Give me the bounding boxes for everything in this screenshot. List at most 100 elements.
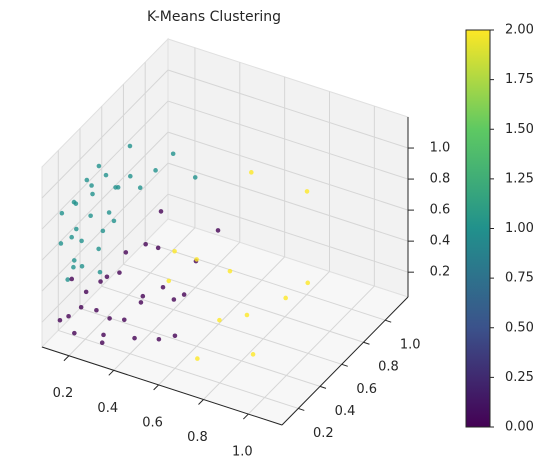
point — [107, 316, 112, 321]
point — [170, 151, 176, 157]
point — [123, 250, 129, 255]
point — [172, 248, 177, 254]
x-tick-label: 1.0 — [232, 445, 253, 460]
point — [71, 258, 77, 263]
point — [153, 168, 158, 173]
point — [158, 209, 164, 214]
point — [83, 289, 89, 295]
point — [79, 264, 85, 269]
grid-line — [79, 307, 321, 387]
point — [171, 297, 177, 302]
tick-mark — [108, 369, 115, 376]
grid-line — [167, 100, 409, 180]
tick-mark — [385, 319, 392, 323]
grid-line — [123, 263, 364, 343]
point — [71, 264, 76, 270]
grid-line — [203, 271, 330, 400]
point — [117, 270, 122, 275]
y-tick-label: 0.2 — [313, 426, 334, 441]
grid-line — [167, 69, 409, 149]
point — [244, 312, 250, 318]
point — [65, 277, 70, 282]
point — [101, 332, 106, 338]
point — [166, 278, 172, 284]
point — [227, 268, 233, 274]
point — [113, 185, 118, 190]
point — [97, 269, 103, 275]
z-tick-label: 0.8 — [430, 172, 451, 187]
point — [66, 313, 71, 319]
point — [283, 295, 288, 301]
point — [104, 274, 110, 280]
point — [195, 356, 200, 361]
point — [137, 185, 143, 190]
grid-line — [247, 285, 375, 415]
point — [69, 234, 74, 240]
point — [128, 173, 133, 179]
z-tick-label: 0.6 — [430, 203, 451, 218]
point — [215, 228, 221, 233]
y-axis — [281, 296, 409, 426]
x-tick-label: 0.2 — [53, 386, 74, 401]
point — [217, 317, 222, 323]
point — [106, 210, 112, 215]
point — [59, 210, 65, 216]
colorbar-tick-label: 0.25 — [505, 370, 534, 385]
point — [249, 170, 254, 175]
colorbar-tick-label: 0.50 — [505, 320, 534, 335]
point — [103, 172, 109, 178]
z-tick-label: 0.2 — [430, 265, 451, 280]
grid-line — [113, 241, 241, 371]
point — [99, 340, 105, 345]
point — [127, 143, 133, 149]
point — [181, 292, 187, 297]
colorbar-tick-label: 1.75 — [505, 72, 534, 87]
grid-line — [41, 193, 169, 323]
point — [58, 241, 64, 246]
grid-line — [167, 193, 409, 273]
grid-line — [41, 69, 169, 199]
tick-mark — [63, 355, 70, 362]
tick-mark — [298, 407, 305, 411]
tick-mark — [153, 384, 159, 391]
x-tick-label: 0.6 — [142, 415, 163, 430]
y-tick-label: 0.6 — [356, 382, 377, 397]
tick-mark — [341, 363, 348, 367]
tick-mark — [198, 399, 204, 405]
point — [74, 226, 79, 232]
grid-line — [167, 162, 409, 242]
colorbar-tick-label: 2.00 — [505, 23, 534, 38]
point — [94, 307, 99, 313]
point — [57, 317, 63, 323]
grid-line — [101, 285, 342, 365]
grid-line — [145, 241, 386, 321]
grid-line — [41, 131, 169, 261]
point — [140, 293, 146, 299]
point — [192, 175, 198, 180]
point — [78, 304, 84, 310]
colorbar — [465, 29, 491, 428]
point — [132, 335, 137, 341]
tick-mark — [363, 341, 370, 345]
tick-mark — [243, 413, 249, 420]
point — [96, 246, 101, 252]
point — [90, 191, 95, 197]
colorbar-tick-label: 1.25 — [505, 171, 534, 186]
point — [96, 163, 102, 169]
colorbar-tick-label: 1.00 — [505, 221, 534, 236]
point — [79, 238, 84, 244]
point — [194, 257, 199, 262]
point — [84, 177, 90, 183]
x-tick-label: 0.4 — [97, 401, 118, 416]
point — [156, 336, 162, 342]
z-tick-label: 0.4 — [430, 234, 451, 249]
grid-line — [41, 162, 169, 292]
y-tick-label: 0.4 — [335, 404, 356, 419]
point — [69, 276, 75, 282]
point — [305, 280, 311, 286]
point — [100, 228, 106, 234]
colorbar-tick-label: 0.75 — [505, 271, 534, 286]
z-tick-label: 1.0 — [430, 141, 451, 156]
grid-line — [58, 329, 299, 409]
